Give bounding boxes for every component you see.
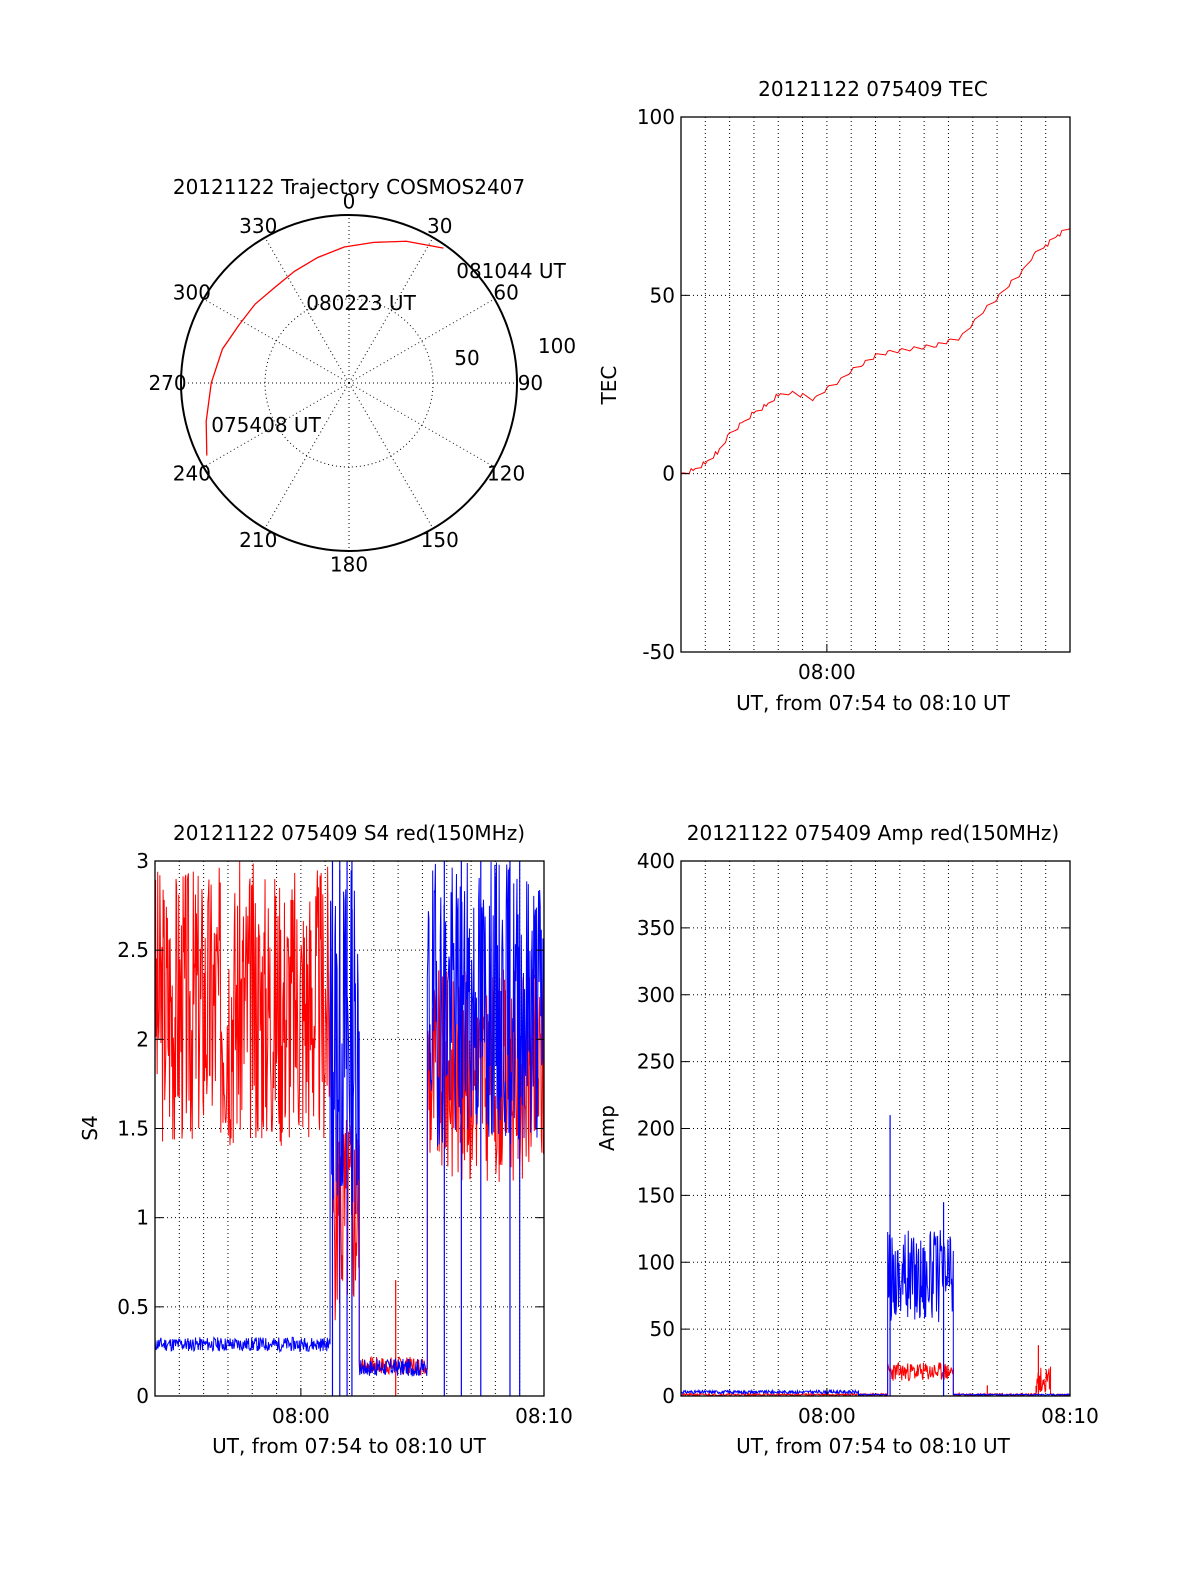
polar-azimuth-label: 210 (239, 528, 277, 552)
tec-x-label: UT, from 07:54 to 08:10 UT (736, 691, 1011, 715)
x-tick-label: 08:10 (1041, 1404, 1099, 1428)
polar-spoke-30 (348, 237, 434, 384)
y-tick-label: 50 (650, 283, 675, 307)
series-line-red (681, 227, 1070, 475)
polar-azimuth-label: 150 (421, 528, 459, 552)
trajectory-line (205, 240, 444, 456)
y-tick-label: 200 (637, 1117, 675, 1141)
tec-title: 20121122 075409 TEC (758, 77, 988, 101)
y-tick-label: 300 (637, 983, 675, 1007)
s4-y-label: S4 (78, 1115, 102, 1140)
series-line-blue (681, 1230, 1070, 1396)
plot-area (681, 227, 1070, 475)
y-tick-label: 2 (136, 1027, 149, 1051)
trajectory-annotation: 080223 UT (306, 291, 416, 315)
y-tick-label: 1.5 (117, 1117, 149, 1141)
tec-chart: 20121122 075409 TEC -50 0 50 100 08:00 UT, f… (597, 77, 1071, 715)
x-tick-label: 08:10 (515, 1404, 573, 1428)
plot-frame (680, 116, 1071, 653)
s4-chart: 20121122 075409 S4 red(150MHz) 0 0.5 1 1.5 2… (78, 821, 573, 1458)
amp-y-label: Amp (595, 1105, 619, 1151)
y-tick-label: 2.5 (117, 938, 149, 962)
x-tick-label: 08:00 (272, 1404, 330, 1428)
polar-spoke-210 (264, 382, 350, 529)
s4-x-label: UT, from 07:54 to 08:10 UT (212, 1434, 487, 1458)
y-tick-label: 0 (136, 1384, 149, 1408)
x-tick-label: 08:00 (798, 660, 856, 684)
polar-spoke-240 (203, 382, 350, 468)
y-tick-label: 100 (637, 1250, 675, 1274)
polar-spoke-300 (203, 298, 350, 384)
y-tick-label: 250 (637, 1050, 675, 1074)
y-tick-label: 1 (136, 1206, 149, 1230)
y-tick-label: 50 (650, 1317, 675, 1341)
polar-azimuth-labels: 0 30 60 90 120 150 180 210 240 270 300 330 50 100 (148, 190, 576, 577)
y-tick-label: -50 (642, 640, 675, 664)
y-tick-label: 150 (637, 1183, 675, 1207)
tec-y-label: TEC (597, 366, 621, 406)
polar-azimuth-label: 30 (427, 214, 452, 238)
trajectory-annotation: 081044 UT (456, 259, 566, 283)
polar-spoke-330 (264, 237, 350, 384)
y-tick-label: 400 (637, 849, 675, 873)
polar-trajectory (205, 240, 444, 456)
plot-area (155, 861, 544, 1396)
series-line-red (681, 1361, 1070, 1396)
series-line-red (155, 861, 544, 1377)
polar-spoke-120 (348, 382, 495, 468)
polar-annotations: 081044 UT 080223 UT 075408 UT (211, 259, 566, 437)
polar-azimuth-label: 270 (148, 371, 186, 395)
y-tick-label: 0 (662, 1384, 675, 1408)
y-tick-label: 0.5 (117, 1295, 149, 1319)
polar-azimuth-label: 0 (343, 190, 356, 214)
y-tick-label: 3 (136, 849, 149, 873)
polar-azimuth-label: 330 (239, 214, 277, 238)
polar-trajectory-chart: 20121122 Trajectory COSMOS2407 0 30 60 90 12… (148, 175, 576, 576)
polar-elevation-label: 100 (538, 334, 576, 358)
trajectory-annotation: 075408 UT (211, 413, 321, 437)
polar-elevation-label: 50 (454, 346, 479, 370)
x-tick-label: 08:00 (798, 1404, 856, 1428)
s4-title: 20121122 075409 S4 red(150MHz) (173, 821, 525, 845)
polar-grid (180, 214, 518, 552)
y-tick-label: 100 (637, 105, 675, 129)
polar-azimuth-label: 60 (493, 280, 518, 304)
amp-chart: 20121122 075409 Amp red(150MHz) 0 50 100 15… (595, 821, 1099, 1458)
y-tick-label: 0 (662, 462, 675, 486)
y-tick-label: 350 (637, 916, 675, 940)
polar-title: 20121122 Trajectory COSMOS2407 (173, 175, 525, 199)
amp-x-label: UT, from 07:54 to 08:10 UT (736, 1434, 1011, 1458)
polar-spoke-60 (348, 298, 495, 384)
polar-azimuth-label: 240 (173, 462, 211, 486)
polar-azimuth-label: 120 (487, 462, 525, 486)
polar-azimuth-label: 90 (518, 371, 543, 395)
polar-azimuth-label: 300 (173, 280, 211, 304)
polar-outer-ring (180, 214, 518, 552)
polar-azimuth-label: 180 (330, 552, 368, 576)
amp-title: 20121122 075409 Amp red(150MHz) (687, 821, 1059, 845)
polar-spoke-150 (348, 382, 434, 529)
series-line-blue (155, 861, 544, 1377)
